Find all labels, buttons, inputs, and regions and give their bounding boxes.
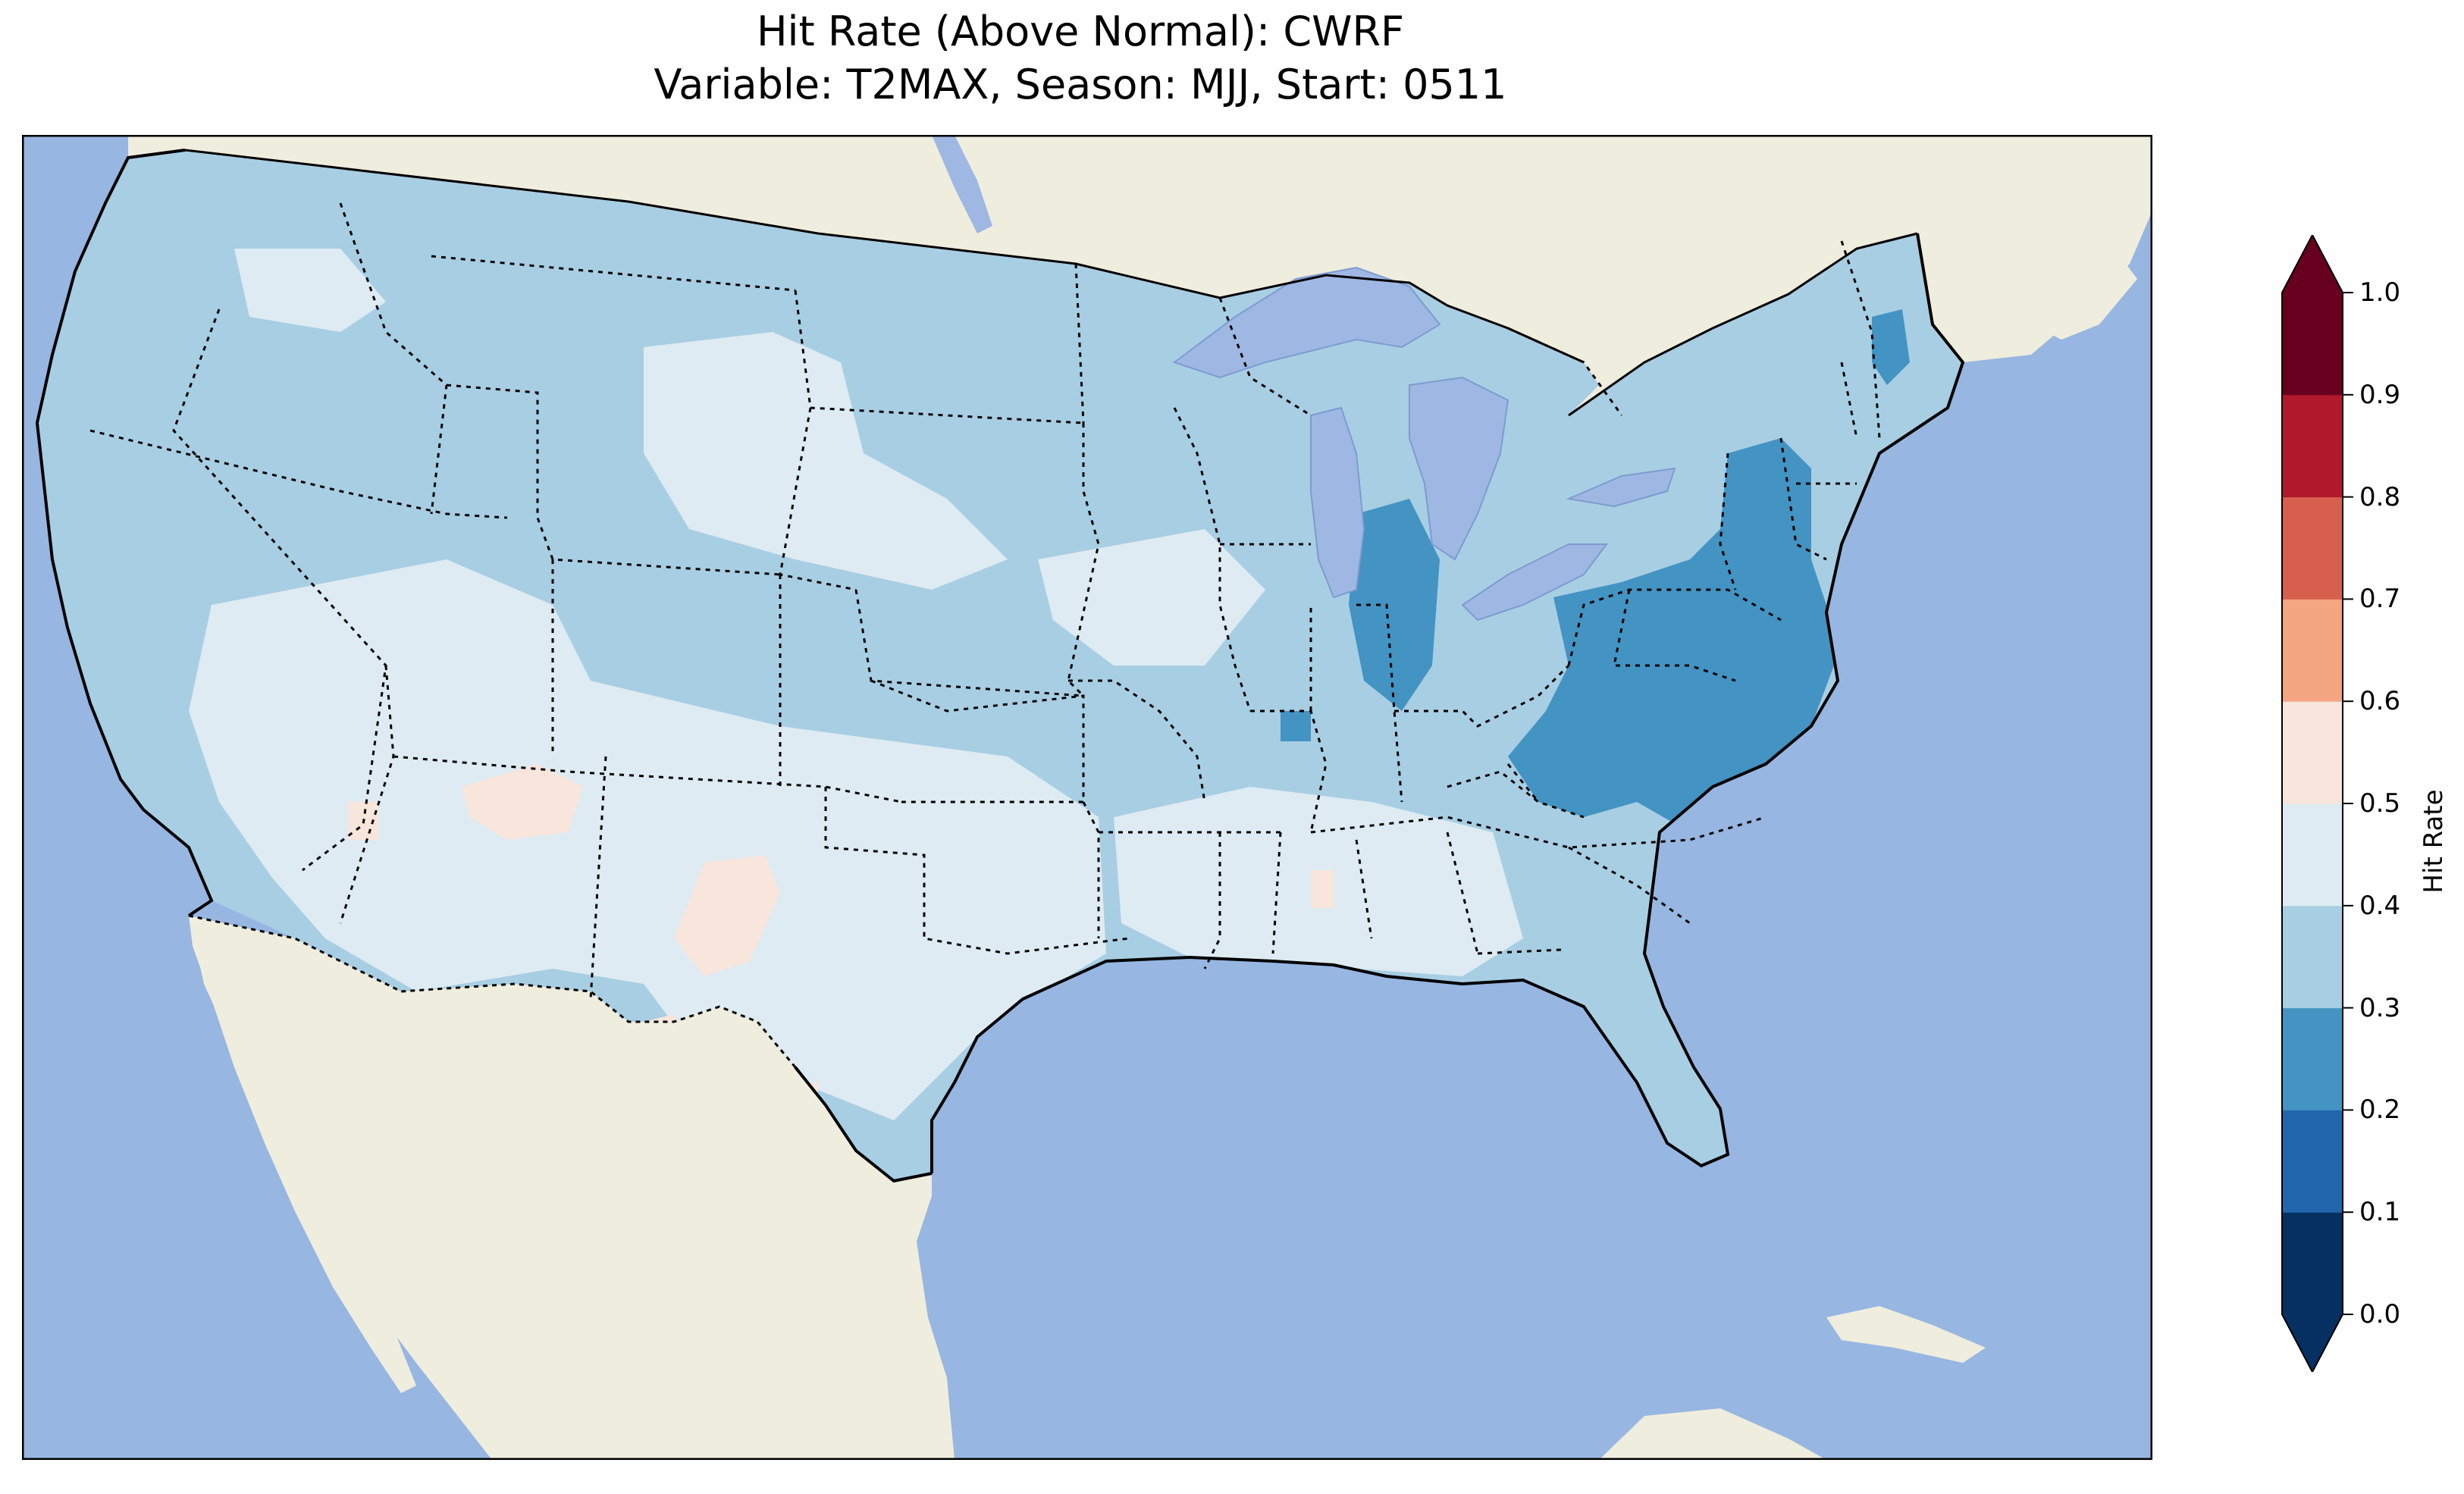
lake-huron — [1409, 376, 1509, 561]
lake-ontario — [1566, 467, 1676, 508]
canada-land — [128, 135, 2152, 415]
map-frame — [22, 135, 2152, 1460]
colorbar-extend-min — [2282, 1314, 2343, 1372]
lake-superior — [1172, 266, 1441, 379]
colorbar-segment — [2282, 905, 2343, 1009]
colorbar-segment — [2282, 1007, 2343, 1110]
colorbar-segment — [2282, 1212, 2343, 1315]
colorbar-segment — [2282, 1110, 2343, 1213]
colorbar-tick-label: 1.0 — [2359, 277, 2401, 308]
colorbar-segment — [2282, 599, 2343, 702]
lake-erie — [1461, 543, 1608, 622]
hit-rate-field — [37, 150, 1963, 1181]
map-subtitle: Variable: T2MAX, Season: MJJ, Start: 051… — [654, 61, 1507, 108]
colorbar-segment — [2282, 701, 2343, 804]
mexico-land — [189, 916, 955, 1460]
colorbar-tick-label: 0.0 — [2359, 1299, 2401, 1330]
colorbar-label: Hit Rate — [2419, 789, 2449, 894]
colorbar-extend-max — [2282, 235, 2343, 293]
cuba-land — [1826, 1306, 1986, 1363]
maritimes-land — [2024, 249, 2137, 340]
colorbar-tick-label: 0.3 — [2359, 992, 2401, 1023]
colorbar-tick-label: 0.5 — [2359, 788, 2401, 819]
colorbar-segment — [2282, 293, 2343, 396]
colorbar-segment — [2282, 394, 2343, 498]
colorbar-tick-label: 0.2 — [2359, 1095, 2401, 1126]
lake-michigan — [1310, 406, 1365, 599]
lake-winnipeg — [932, 135, 992, 233]
yucatan-land — [1599, 1408, 1826, 1460]
state-borders — [89, 202, 1881, 1000]
baja-land — [189, 916, 416, 1393]
colorbar-tick-label: 0.8 — [2359, 481, 2401, 512]
canada-border — [184, 149, 1918, 417]
colorbar-segment — [2282, 803, 2343, 907]
colorbar — [2281, 235, 2353, 1372]
colorbar-tick-label: 0.9 — [2359, 379, 2401, 410]
mexico-border — [188, 914, 797, 1068]
us-coastline — [35, 149, 1965, 1183]
conus-hit-rate-map — [22, 135, 2152, 1460]
colorbar-tick-label: 0.7 — [2359, 584, 2401, 615]
map-title: Hit Rate (Above Normal): CWRF — [756, 8, 1405, 55]
colorbar-segment — [2282, 496, 2343, 600]
colorbar-tick-label: 0.6 — [2359, 686, 2401, 717]
colorbar-tick-label: 0.1 — [2359, 1197, 2401, 1228]
colorbar-tick-label: 0.4 — [2359, 890, 2401, 921]
